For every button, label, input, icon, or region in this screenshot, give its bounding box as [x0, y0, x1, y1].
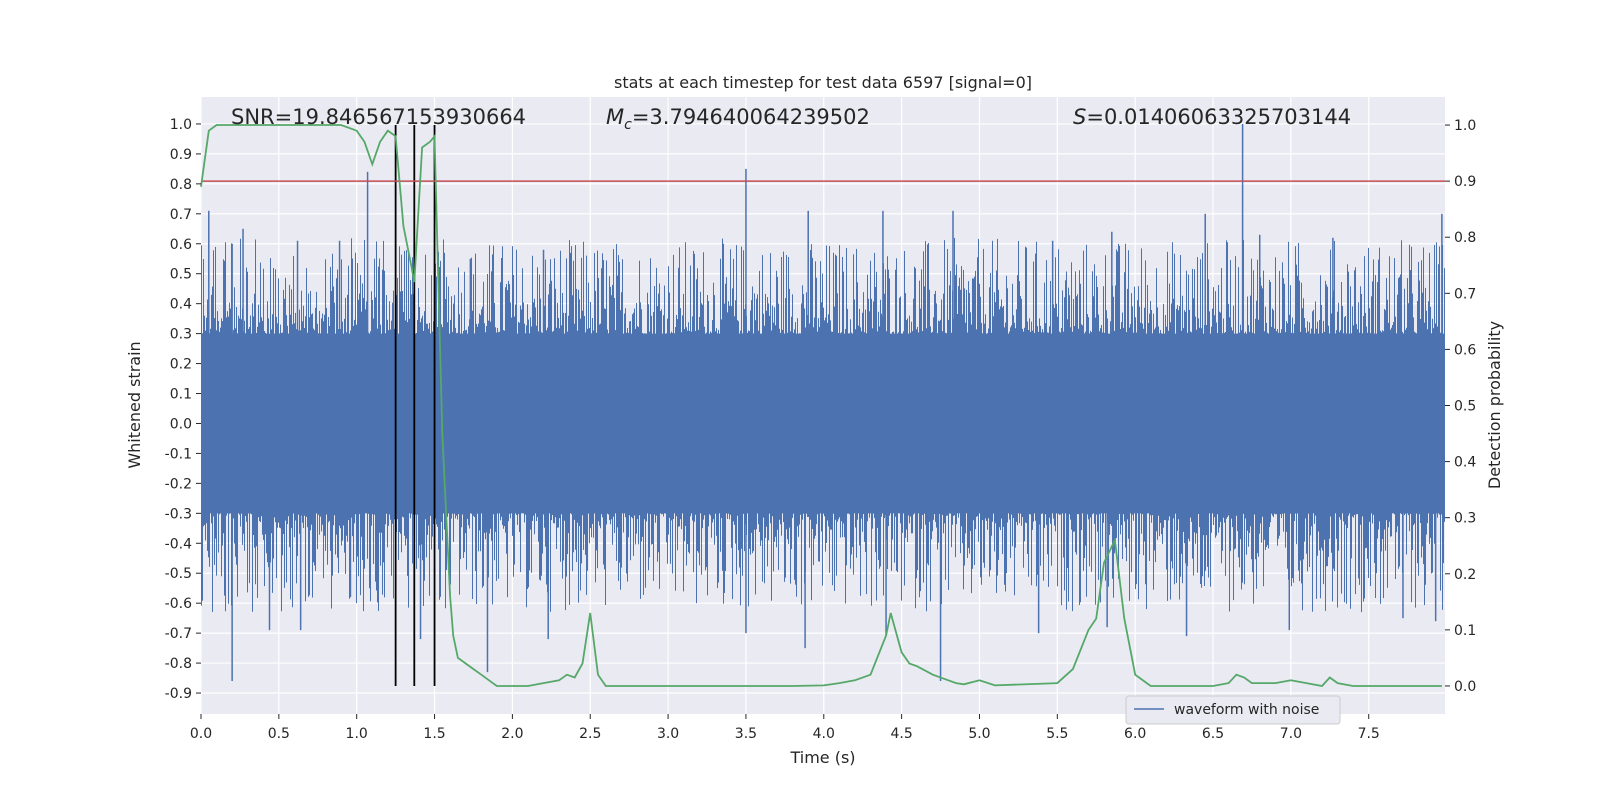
snr-annotation: SNR=19.846567153930664 — [231, 105, 526, 129]
x-tick-label: 3.0 — [657, 726, 679, 742]
y-tick-label-left: 0.7 — [170, 207, 192, 223]
y-tick-label-right: 1.0 — [1454, 118, 1476, 134]
y-tick-label-left: -0.5 — [165, 566, 192, 582]
y-tick-label-left: -0.9 — [165, 686, 192, 702]
x-tick-label: 2.5 — [579, 726, 601, 742]
waveform-noise — [201, 237, 1445, 613]
y-axis-label-right: Detection probability — [1485, 321, 1504, 489]
chirp-mass-annotation: Mc=3.794640064239502 — [606, 105, 870, 133]
y-tick-label-right: 0.2 — [1454, 567, 1476, 583]
x-tick-label: 7.5 — [1358, 726, 1380, 742]
y-tick-label-right: 0.7 — [1454, 286, 1476, 302]
x-axis-ticks: 0.0 0.5 1.0 1.5 2.0 2.5 3.0 3.5 4.0 4.5 5.0 5.5 6.0 6… — [190, 714, 1380, 742]
x-tick-label: 1.5 — [423, 726, 445, 742]
y-tick-label-left: -0.8 — [165, 656, 192, 672]
x-tick-label: 0.0 — [190, 726, 212, 742]
x-tick-label: 4.5 — [890, 726, 912, 742]
y-tick-label-left: 0.8 — [170, 177, 192, 193]
y-tick-label-left: 0.3 — [170, 327, 192, 343]
y-tick-label-right: 0.5 — [1454, 399, 1476, 415]
legend-label: waveform with noise — [1174, 702, 1319, 718]
s-symbol: S — [1073, 105, 1086, 129]
y-tick-label-right: 0.3 — [1454, 511, 1476, 527]
legend: waveform with noise — [1125, 695, 1341, 725]
y-tick-label-right: 0.9 — [1454, 174, 1476, 190]
y-tick-label-left: 1.0 — [170, 117, 192, 133]
y-tick-label-left: -0.4 — [165, 536, 192, 552]
x-tick-label: 1.0 — [346, 726, 368, 742]
y-tick-label-left: -0.1 — [165, 446, 192, 462]
x-tick-label: 6.0 — [1124, 726, 1146, 742]
y-tick-label-right: 0.6 — [1454, 342, 1476, 358]
x-tick-label: 4.0 — [813, 726, 835, 742]
y-tick-label-left: 0.6 — [170, 237, 192, 253]
x-tick-label: 2.0 — [501, 726, 523, 742]
y-tick-label-left: -0.2 — [165, 476, 192, 492]
s-value: =0.01406063325703144 — [1086, 105, 1351, 129]
waveform-series — [201, 123, 1445, 682]
probability-line — [200, 124, 1442, 687]
s-annotation: S=0.01406063325703144 — [1073, 105, 1351, 129]
y-tick-label-left: 0.1 — [170, 387, 192, 403]
chirp-mass-subscript: c — [624, 117, 632, 133]
y-tick-label-left: 0.2 — [170, 357, 192, 373]
x-tick-label: 7.0 — [1280, 726, 1302, 742]
x-tick-label: 6.5 — [1202, 726, 1224, 742]
y-tick-label-left: 0.0 — [170, 416, 192, 432]
y-tick-label-right: 0.4 — [1454, 455, 1476, 471]
y-tick-label-left: -0.7 — [165, 626, 192, 642]
vertical-markers — [394, 125, 436, 686]
y-tick-label-left: 0.5 — [170, 267, 192, 283]
y-tick-label-right: 0.8 — [1454, 230, 1476, 246]
probability-series — [200, 124, 1442, 687]
right-axis-ticks: 1.0 0.9 0.8 0.7 0.6 0.5 0.4 0.3 0.2 0.1 0.0 — [1445, 118, 1476, 695]
x-tick-label: 5.5 — [1046, 726, 1068, 742]
legend-box — [1125, 695, 1341, 725]
x-tick-label: 3.5 — [735, 726, 757, 742]
x-axis-label: Time (s) — [789, 748, 855, 767]
y-tick-label-left: 0.9 — [170, 147, 192, 163]
y-axis-label-left: Whitened strain — [125, 341, 144, 468]
x-tick-label: 0.5 — [268, 726, 290, 742]
chirp-mass-symbol: M — [606, 105, 624, 129]
y-tick-label-left: -0.6 — [165, 596, 192, 612]
chirp-mass-value: =3.794640064239502 — [632, 105, 870, 129]
y-tick-label-left: -0.3 — [165, 506, 192, 522]
x-tick-label: 5.0 — [968, 726, 990, 742]
left-axis-ticks: 1.0 0.9 0.8 0.7 0.6 0.5 0.4 0.3 0.2 0.1 0.0 -0.1 -0.… — [165, 117, 201, 702]
y-tick-label-right: 0.1 — [1454, 623, 1476, 639]
chart-title: stats at each timestep for test data 659… — [614, 73, 1032, 92]
y-tick-label-left: 0.4 — [170, 297, 192, 313]
y-tick-label-right: 0.0 — [1454, 679, 1476, 695]
